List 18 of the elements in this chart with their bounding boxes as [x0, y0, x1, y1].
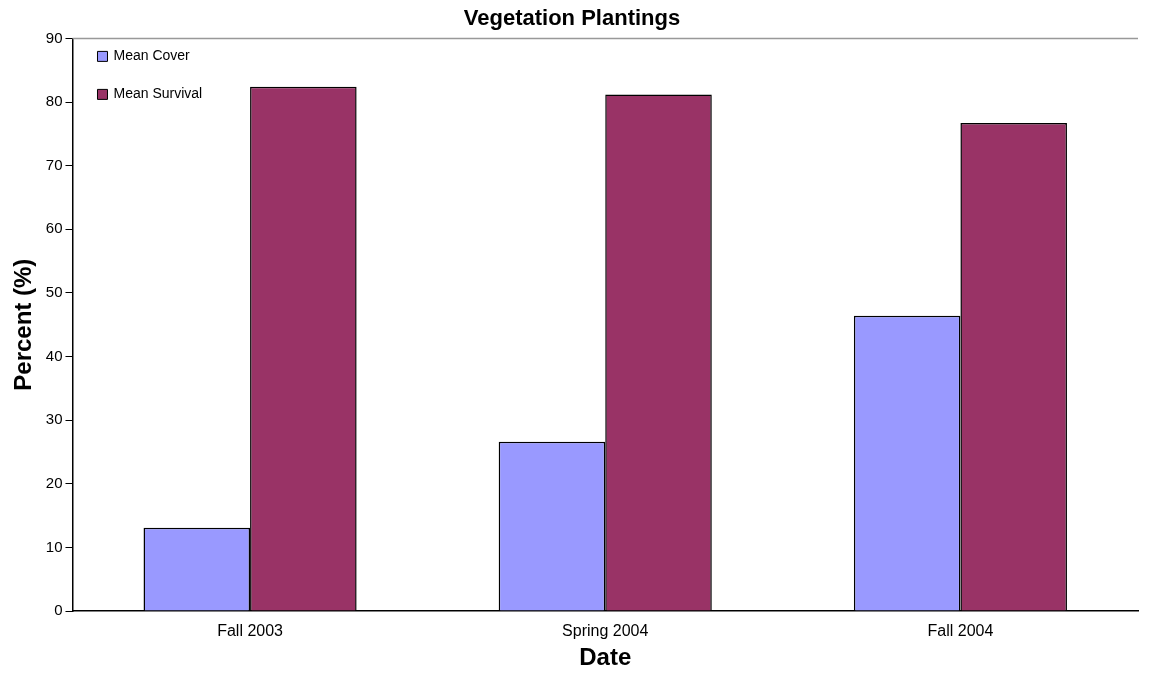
x-axis-title: Date — [579, 643, 632, 671]
x-tick-label: Fall 2004 — [927, 622, 994, 640]
y-tick-label: 40 — [45, 346, 63, 364]
y-axis-title: Percent (%) — [9, 258, 37, 391]
y-tick-label: 20 — [45, 473, 63, 491]
y-tick-label: 0 — [54, 601, 63, 619]
y-tick-label: 70 — [45, 155, 63, 173]
chart-title: Vegetation Plantings — [463, 5, 681, 31]
x-tick-label: Fall 2003 — [217, 622, 284, 640]
y-tick-label: 90 — [45, 28, 63, 46]
y-tick-label: 50 — [45, 283, 63, 301]
x-tick-label: Spring 2004 — [562, 622, 649, 640]
y-tick-label: 60 — [45, 219, 63, 237]
y-tick-label: 80 — [45, 92, 63, 110]
y-tick-label: 10 — [45, 537, 63, 555]
y-tick-label: 30 — [45, 410, 63, 428]
legend-label: Mean Survival — [113, 85, 203, 102]
legend-label: Mean Cover — [113, 47, 191, 64]
